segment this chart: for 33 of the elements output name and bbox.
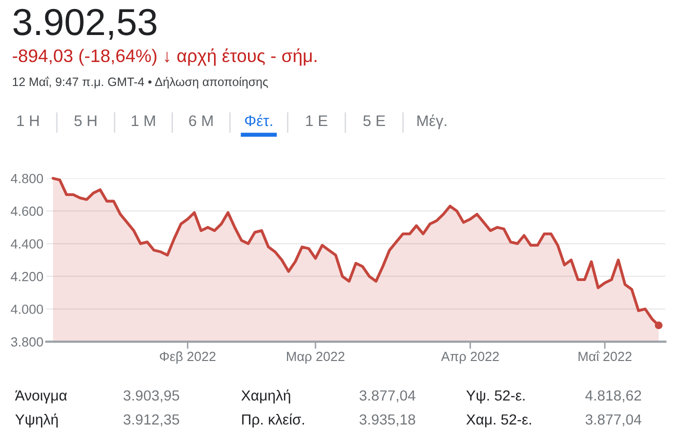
text: 3.912,35	[124, 414, 180, 426]
text: 1 Μ	[132, 115, 155, 126]
y-tick-label: 4.600	[10, 206, 44, 216]
y-tick-label: 4.200	[10, 272, 44, 282]
x-tick-label: Απρ 2022	[441, 352, 499, 364]
y-tick-label: 4.800	[10, 174, 44, 184]
chart-title: 3.902,53	[13, 8, 156, 40]
text: 3.877,04	[360, 390, 416, 402]
text: 3.903,95	[124, 390, 180, 402]
chart-subtitle: -894,03 (-18,64%) ↓ αρχή έτους - σήμ.	[12, 48, 316, 66]
text: Άνοιγμα	[15, 390, 67, 404]
text: Μέγ.	[417, 114, 446, 130]
text: 3.877,04	[586, 414, 642, 426]
text: 3.935,18	[360, 414, 416, 426]
text: 4.818,62	[585, 390, 642, 402]
y-tick-label: 4.000	[10, 304, 44, 314]
x-tick-label: Φεβ 2022	[160, 351, 216, 364]
text: Υψηλή	[15, 414, 58, 428]
text: Πρ. κλείσ.	[242, 414, 304, 428]
text: Χαμηλή	[241, 390, 290, 404]
y-tick-label: 4.400	[10, 239, 44, 249]
text: 5 Ε	[363, 115, 386, 126]
text: 1 Ε	[306, 115, 328, 126]
text: 5 Η	[74, 115, 96, 126]
text: Χαμ. 52-ε.	[466, 414, 531, 428]
text: 6 Μ	[189, 115, 213, 126]
text: Φέτ.	[245, 114, 272, 126]
text: Υψ. 52-ε.	[466, 390, 525, 404]
y-tick-label: 3.800	[11, 337, 44, 347]
x-tick-label: Μαρ 2022	[286, 352, 344, 364]
text: 12 Μαΐ, 9:47 π.μ. GMT-4 • Δήλωση αποποίησης	[12, 76, 268, 88]
text: 1 Η	[17, 115, 39, 126]
x-tick-label: Μαΐ 2022	[578, 350, 632, 362]
